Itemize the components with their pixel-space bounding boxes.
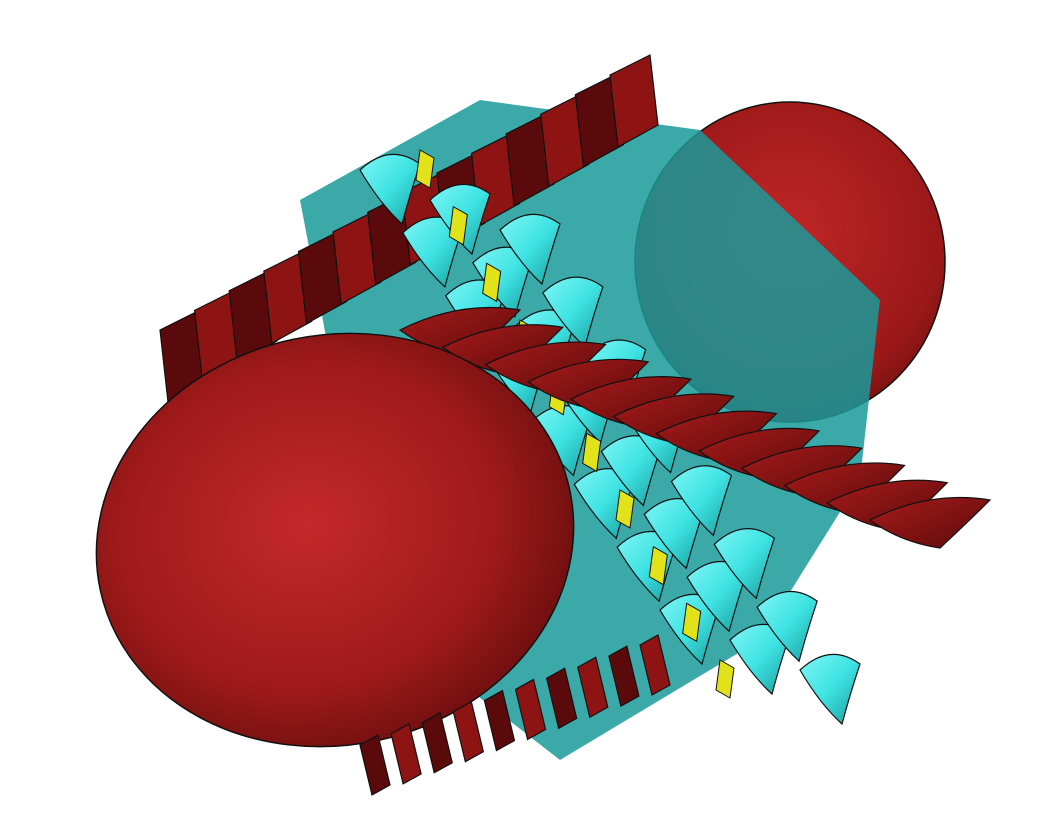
rotor-blade bbox=[452, 700, 485, 763]
stator-vane bbox=[542, 276, 604, 348]
stator-vane bbox=[756, 590, 818, 663]
rotor-blade bbox=[826, 479, 949, 532]
rotor-blade bbox=[697, 427, 821, 480]
rotor-blade bbox=[608, 645, 640, 708]
spacer-block bbox=[448, 205, 468, 246]
spacer-block bbox=[615, 489, 635, 529]
stator-vane bbox=[729, 623, 791, 696]
stator-vane bbox=[359, 153, 421, 226]
spacer-block bbox=[415, 149, 435, 189]
stator-vane bbox=[600, 435, 663, 507]
stator-vane bbox=[499, 213, 561, 286]
spacer-block bbox=[715, 659, 735, 699]
rotor-blade bbox=[484, 341, 607, 394]
rotor-blade bbox=[390, 722, 422, 785]
spacer-block bbox=[582, 432, 602, 473]
rotor-blade-row-lower bbox=[359, 634, 671, 796]
rotor-blade bbox=[783, 462, 906, 515]
rotor-blade bbox=[609, 54, 659, 148]
spacer-block bbox=[482, 262, 502, 303]
rotor-blade bbox=[655, 410, 778, 463]
rotor-blade bbox=[868, 496, 992, 549]
spacer-block bbox=[682, 602, 702, 643]
rotor-blade bbox=[483, 689, 516, 752]
stator-vane bbox=[643, 498, 705, 570]
rotor-blade bbox=[527, 358, 650, 411]
rotor-blade bbox=[577, 656, 609, 719]
rotor-blade bbox=[421, 711, 453, 774]
stator-vane bbox=[402, 216, 464, 288]
rotor-blade bbox=[359, 734, 391, 796]
rotor-blade bbox=[514, 678, 547, 741]
rotor-blade bbox=[569, 375, 693, 428]
spacer-block bbox=[648, 545, 668, 586]
stator-vane bbox=[686, 560, 748, 633]
stator-vane bbox=[670, 465, 733, 537]
rotor-blade bbox=[639, 634, 671, 696]
rotor-blade bbox=[612, 393, 735, 446]
rotor-blade bbox=[545, 667, 578, 730]
stator-vane bbox=[713, 528, 775, 600]
stator-vane bbox=[799, 653, 861, 726]
rotor-blade-row-right bbox=[398, 306, 992, 549]
rotor-blade bbox=[740, 445, 864, 497]
